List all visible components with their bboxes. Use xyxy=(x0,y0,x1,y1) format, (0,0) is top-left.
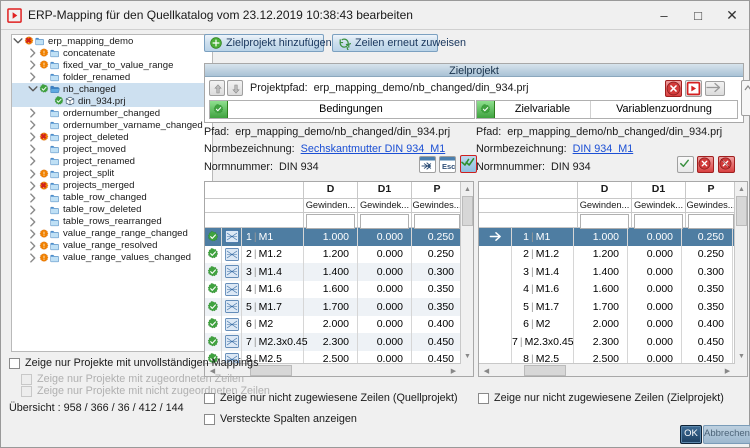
svg-text:Esc: Esc xyxy=(442,162,455,171)
